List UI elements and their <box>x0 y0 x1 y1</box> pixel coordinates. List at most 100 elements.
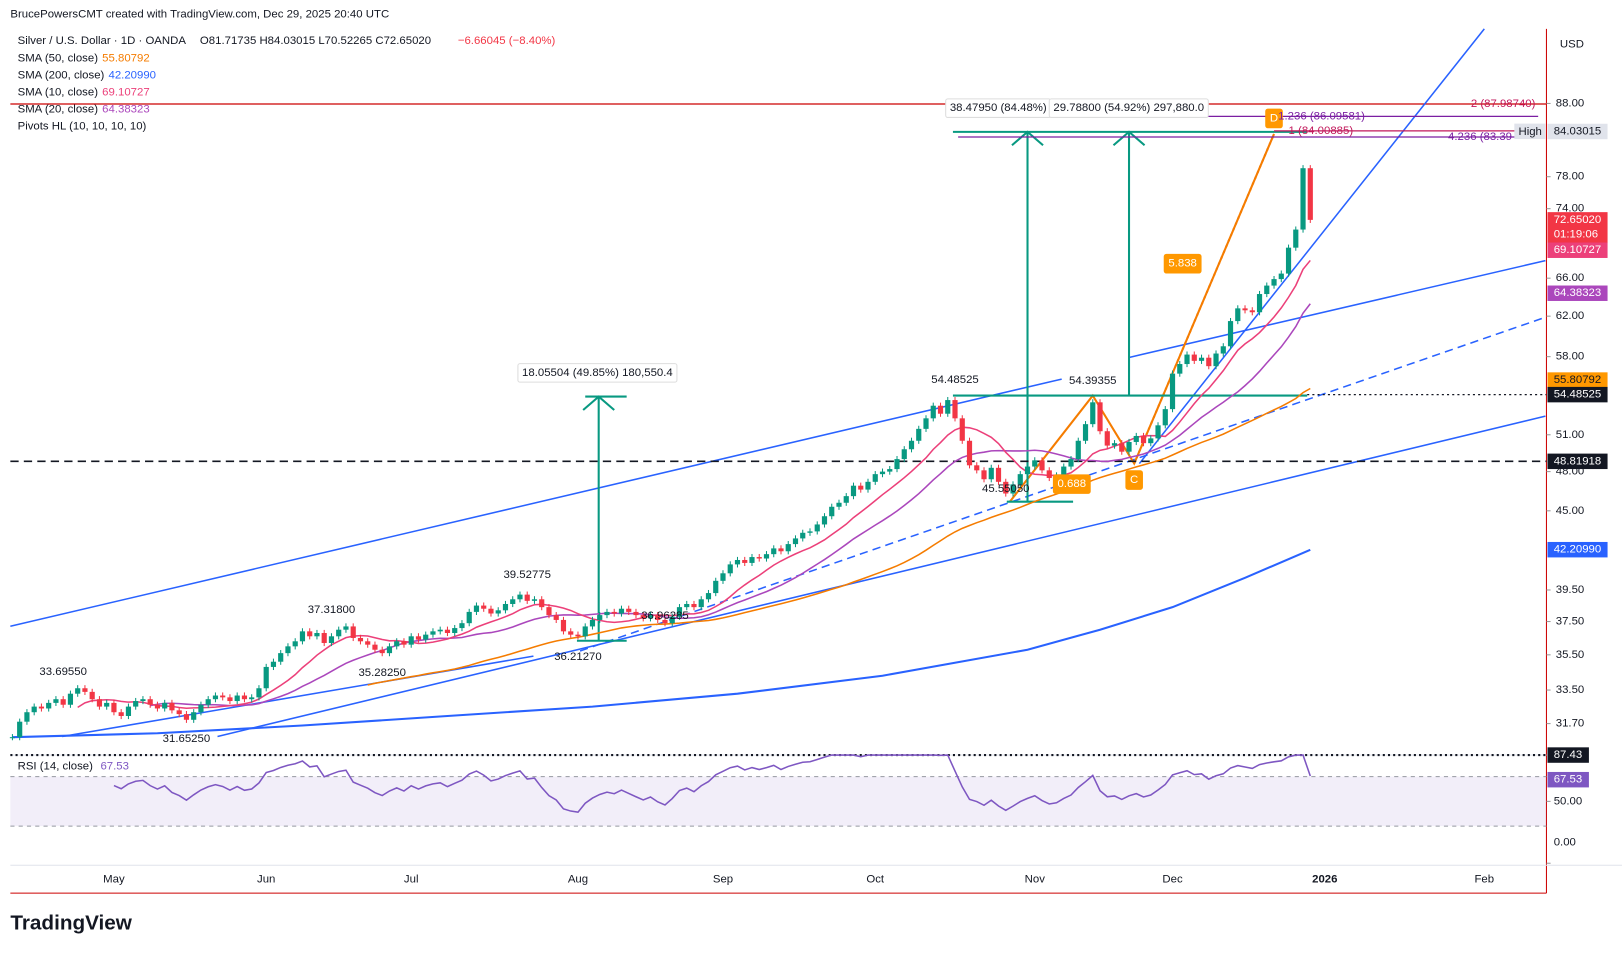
candle-body <box>444 629 451 633</box>
rsi-tick-label: 50.00 <box>1554 795 1583 807</box>
candle-body <box>357 637 364 642</box>
candle-body <box>1256 294 1263 313</box>
candle-body <box>488 608 494 614</box>
candle-body <box>60 699 66 705</box>
pivot-label: 54.48525 <box>931 374 979 386</box>
y-tick-label: 78.00 <box>1556 171 1585 183</box>
candle-body <box>299 631 306 642</box>
pivot-label: 35.28250 <box>358 667 406 679</box>
candle-body <box>1162 409 1168 426</box>
price-label-box <box>1547 453 1608 470</box>
candle-body <box>843 496 849 503</box>
x-tick-label: Dec <box>1162 874 1183 886</box>
pivot-label: 36.21270 <box>554 651 602 663</box>
candle-body <box>1227 321 1234 347</box>
pivot-label: 31.65250 <box>163 733 211 745</box>
currency: USD <box>1560 38 1584 50</box>
y-tick-label: 58.00 <box>1556 351 1585 363</box>
candle-body <box>379 649 385 654</box>
candle-body <box>1155 425 1161 439</box>
y-tick-label: 66.00 <box>1556 272 1585 284</box>
candle-body <box>1111 443 1118 446</box>
y-tick-label: 51.00 <box>1556 429 1585 441</box>
candle-body <box>133 701 139 707</box>
x-tick-label: Aug <box>568 874 588 886</box>
rsi-tick-label: 67.53 <box>1554 774 1583 786</box>
x-tick-label: Feb <box>1474 874 1494 886</box>
fib-label: 1.236 (86.09581) <box>1278 110 1365 122</box>
candle-body <box>916 428 922 441</box>
candle-body <box>321 632 327 643</box>
rsi-band <box>10 776 1547 827</box>
candle-body <box>734 559 741 565</box>
rsi-title: RSI (14, close) <box>18 760 94 772</box>
candle-body <box>1148 438 1154 444</box>
change: −6.66045 (−8.40%) <box>458 35 556 47</box>
y-tick-label: 39.50 <box>1556 584 1585 596</box>
price-label: 55.80792 <box>1554 374 1602 386</box>
price-label: 54.48525 <box>1554 389 1602 401</box>
candle-body <box>502 603 509 611</box>
rsi-tick-label: 87.43 <box>1554 749 1583 761</box>
candle-body <box>1300 168 1306 230</box>
candle-body <box>241 695 248 700</box>
candle-body <box>1024 466 1031 475</box>
measure-arrows <box>576 130 1308 642</box>
annotation-box <box>1048 98 1209 118</box>
price-label-box <box>1547 242 1608 258</box>
candle-body <box>966 440 973 466</box>
candle-body <box>183 714 190 720</box>
price-label-box <box>1547 123 1608 140</box>
candle-body <box>82 688 88 692</box>
annotation-box <box>1163 253 1202 274</box>
candle-body <box>249 697 255 700</box>
candle-body <box>1090 402 1096 425</box>
candle-body <box>894 459 900 470</box>
pattern-dotted <box>1133 133 1275 464</box>
candle-body <box>763 554 770 559</box>
candle-body <box>575 634 581 637</box>
sma-10 <box>77 259 1311 710</box>
price-label-box <box>1547 212 1608 244</box>
x-tick-label: Jul <box>404 874 419 886</box>
candle-body <box>372 644 378 650</box>
candle-body <box>1133 435 1139 442</box>
candle-body <box>1191 354 1197 361</box>
candle-body <box>676 607 683 617</box>
candle-body <box>9 737 16 739</box>
candle-body <box>988 467 994 480</box>
price-label-box <box>1547 285 1608 301</box>
candle-body <box>778 548 784 552</box>
candle-body <box>756 557 762 559</box>
candle-body <box>1119 443 1125 452</box>
candle-body <box>17 721 23 738</box>
pattern-legs <box>1009 133 1275 503</box>
annotation-text: 0.688 <box>1058 478 1087 490</box>
annotation-text: 29.78800 (54.92%) 297,880.0 <box>1053 102 1204 114</box>
candle-body <box>96 699 103 707</box>
candle-body <box>278 653 284 662</box>
candle-body <box>698 599 704 608</box>
candle-body <box>220 695 226 698</box>
candle-body <box>872 474 878 482</box>
annotation-text: C <box>1130 474 1138 486</box>
pivot-label: 45.55050 <box>982 483 1030 495</box>
candle-body <box>647 615 654 619</box>
candle-body <box>655 615 661 620</box>
candle-body <box>162 702 168 709</box>
candle-body <box>104 702 110 707</box>
candle-body <box>1032 460 1038 467</box>
candle-body <box>923 418 929 429</box>
candle-body <box>212 695 219 700</box>
annotation: C <box>1125 470 1143 490</box>
price-label: 72.65020 <box>1554 214 1602 226</box>
candle-body <box>365 641 371 645</box>
y-tick-label: 74.00 <box>1556 203 1585 215</box>
candle-body <box>38 706 45 709</box>
candle-body <box>879 471 886 475</box>
candle-body <box>974 465 980 471</box>
annotation: 18.05504 (49.85%) 180,550.4 <box>517 363 678 383</box>
x-tick-label: Nov <box>1025 874 1046 886</box>
study-value: 69.10727 <box>102 87 150 99</box>
x-tick-label: Oct <box>866 874 885 886</box>
